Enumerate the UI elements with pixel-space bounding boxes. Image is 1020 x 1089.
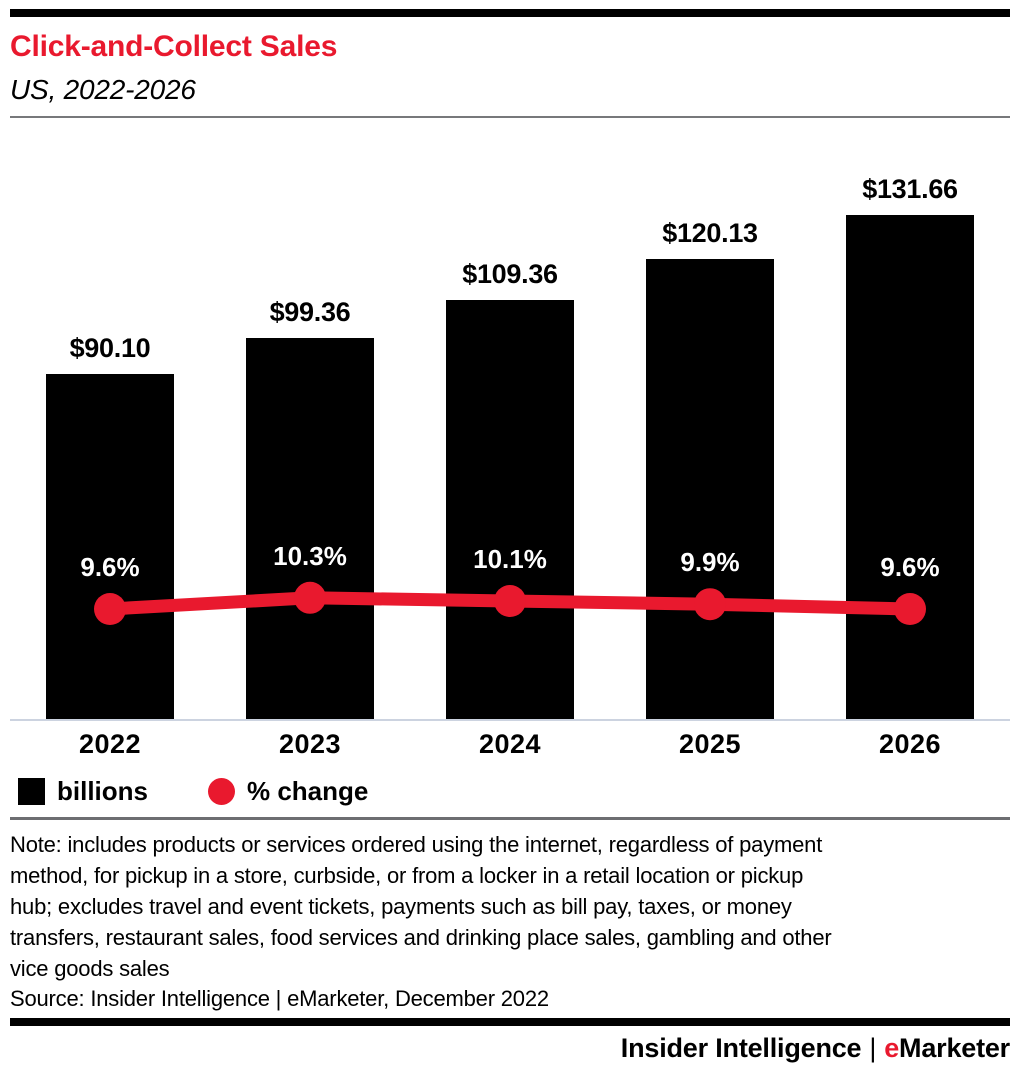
bar-value-label: $109.36 <box>462 259 558 290</box>
line-point-2024 <box>494 585 526 617</box>
legend-item---change: % change <box>208 776 368 807</box>
footer-branding: Insider Intelligence | eMarketer <box>10 1033 1010 1064</box>
line-point-2023 <box>294 581 326 614</box>
bar-value-label: $90.10 <box>69 332 151 363</box>
header-divider <box>10 116 1010 118</box>
page-subtitle: US, 2022-2026 <box>10 74 196 105</box>
top-accent-bar <box>10 9 1010 17</box>
x-axis-labels: 2022 2023 2024 2025 2026 <box>10 721 1010 763</box>
x-axis-label-2024: 2024 <box>478 729 542 759</box>
footer-brand-emarketer-e: e <box>884 1033 900 1063</box>
bar-value-label: $131.66 <box>862 173 958 204</box>
bar-value-label: $99.36 <box>269 297 351 328</box>
plot-area: $90.10 $99.36 $109.36 $120.13 $131.66 9.6% 10.… <box>10 118 1010 719</box>
chart-source: Source: Insider Intelligence | eMarketer… <box>10 986 549 1011</box>
bar-2026 <box>846 215 974 719</box>
footer-brand-separator: | <box>869 1033 877 1063</box>
bar-2022 <box>46 374 174 719</box>
line-point-2025 <box>694 588 726 621</box>
pct-change-line <box>94 581 926 625</box>
footer-brand-emarketer-rest: Marketer <box>899 1033 1010 1063</box>
page-title: Click-and-Collect Sales <box>10 30 338 63</box>
chart-note: Note: includes products or services orde… <box>10 832 832 981</box>
pct-label: 10.1% <box>473 544 547 574</box>
legend-divider <box>10 817 1010 820</box>
bar-2024 <box>446 300 574 719</box>
pct-label: 9.6% <box>880 552 940 582</box>
legend-label: billions <box>57 775 148 806</box>
line-point-2022 <box>94 593 126 625</box>
pct-label: 9.9% <box>680 547 740 578</box>
legend-swatch-square <box>18 777 45 805</box>
legend-swatch-circle <box>208 777 235 805</box>
chart-legend: billions % change <box>18 776 1010 807</box>
legend-item-billions: billions <box>18 776 148 807</box>
line-point-2026 <box>894 593 926 625</box>
pct-label: 10.3% <box>273 540 347 571</box>
x-axis-label-2025: 2025 <box>678 729 742 759</box>
bar-2023 <box>246 338 374 719</box>
x-axis-label-2022: 2022 <box>78 729 142 759</box>
bar-2025 <box>646 259 774 719</box>
pct-label: 9.6% <box>80 552 140 582</box>
footer-accent-bar <box>10 1018 1010 1026</box>
bar-value-label: $120.13 <box>662 217 758 248</box>
x-axis-label-2026: 2026 <box>878 729 942 759</box>
x-axis-label-2023: 2023 <box>278 729 342 759</box>
infographic-page: Click-and-Collect Sales US, 2022-2026 $9… <box>0 9 1020 1089</box>
legend-label: % change <box>247 775 369 806</box>
footer-brand-left: Insider Intelligence <box>620 1033 862 1063</box>
x-axis-line <box>10 719 1010 721</box>
